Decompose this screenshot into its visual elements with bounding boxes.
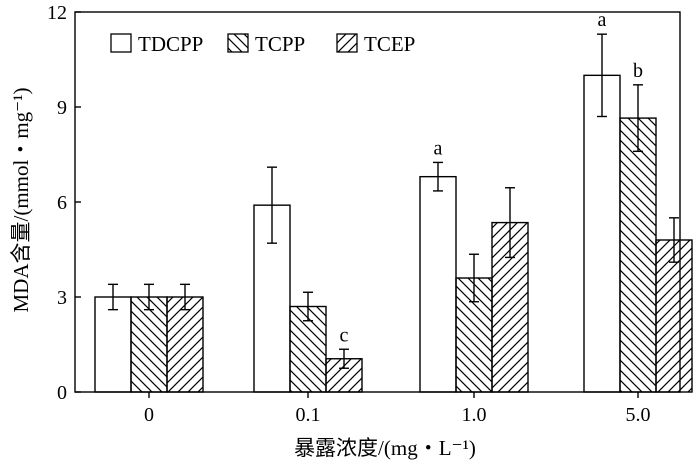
bar-tcpp-5.0 bbox=[619, 117, 657, 393]
significance-label: a bbox=[598, 9, 607, 31]
x-tick-label: 0 bbox=[144, 404, 154, 426]
x-tick-label: 1.0 bbox=[462, 404, 487, 426]
legend-item-tcpp: TCPP bbox=[227, 32, 305, 56]
bar-tcep-5.0 bbox=[655, 239, 693, 393]
error-bar-tcep-1.0 bbox=[505, 187, 515, 259]
error-bar-tcpp-1.0 bbox=[469, 253, 479, 303]
plot-area: a a b c bbox=[94, 9, 693, 393]
bar-tcep-0 bbox=[166, 296, 204, 393]
error-bar-tcep-5.0 bbox=[669, 217, 679, 263]
error-bar-tcep-0.1 bbox=[339, 348, 349, 369]
legend-label: TCPP bbox=[255, 32, 305, 56]
error-bar-tdcpp-0.1 bbox=[267, 166, 277, 244]
error-bar-tdcpp-0 bbox=[108, 283, 118, 311]
axes: 0 3 6 9 12 0 0.1 1.0 5.0 bbox=[47, 2, 681, 426]
significance-label: a bbox=[434, 137, 443, 159]
error-bar-tdcpp-1.0 bbox=[433, 161, 443, 192]
legend-label: TDCPP bbox=[138, 32, 203, 56]
error-bar-tcpp-0 bbox=[144, 283, 154, 311]
legend-swatch bbox=[227, 33, 249, 53]
y-tick-label: 0 bbox=[57, 382, 67, 404]
significance-label: b bbox=[633, 60, 643, 82]
x-tick-label: 5.0 bbox=[626, 404, 651, 426]
bar-tdcpp-5.0 bbox=[583, 74, 621, 393]
y-axis-title: MDA含量/(mmol・mg⁻¹) bbox=[9, 87, 33, 312]
error-bar-tcpp-0.1 bbox=[303, 291, 313, 322]
x-axis-title: 暴露浓度/(mg・L⁻¹) bbox=[294, 436, 476, 460]
y-tick-label: 3 bbox=[57, 287, 67, 309]
y-tick-label: 9 bbox=[57, 97, 67, 119]
bar-tdcpp-0 bbox=[94, 296, 132, 393]
y-tick-label: 12 bbox=[47, 2, 67, 24]
error-bar-tdcpp-5.0 bbox=[597, 33, 607, 118]
error-bar-tcpp-5.0 bbox=[633, 84, 643, 153]
legend: TDCPP TCPP TCEP bbox=[110, 32, 415, 56]
legend-label: TCEP bbox=[364, 32, 415, 56]
x-tick-label: 0.1 bbox=[296, 404, 321, 426]
legend-swatch bbox=[336, 33, 358, 53]
bar-tcpp-0 bbox=[130, 296, 168, 393]
legend-item-tdcpp: TDCPP bbox=[110, 32, 203, 56]
y-tick-label: 6 bbox=[57, 192, 67, 214]
legend-swatch bbox=[110, 33, 132, 53]
significance-label: c bbox=[340, 324, 349, 346]
legend-item-tcep: TCEP bbox=[336, 32, 415, 56]
bar-tdcpp-1.0 bbox=[419, 175, 457, 393]
error-bar-tcep-0 bbox=[180, 283, 190, 311]
